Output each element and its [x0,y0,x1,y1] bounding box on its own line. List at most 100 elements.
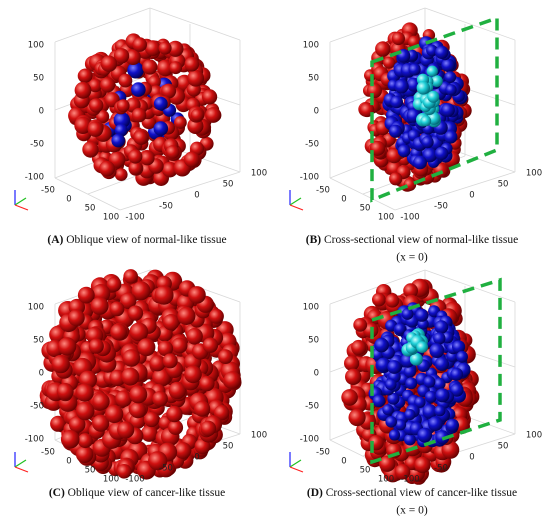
cell [385,416,397,428]
cell [428,416,443,432]
x-tick-label: 100 [378,213,394,223]
cell [394,464,411,480]
cell [132,37,147,52]
y-tick-label: 50 [498,180,509,190]
cell [75,383,94,402]
z-tick-label: 0 [314,107,319,117]
x-tick-label: 0 [341,195,346,205]
cell [223,371,242,389]
z-tick-label: 50 [33,74,44,84]
cell [401,308,414,320]
cell [162,314,180,331]
caption-text: Cross-sectional view of normal-like tiss… [324,234,518,246]
cell [213,405,230,421]
cell [142,59,158,75]
y-tick-label: -100 [125,475,144,485]
cell [129,385,148,404]
cell [394,79,409,94]
x-tick-label: 100 [103,213,119,223]
cell [434,320,449,334]
cell [452,340,466,354]
cell [388,429,401,441]
cell [404,433,416,446]
cell [154,285,174,305]
cell [148,451,168,471]
cell [116,99,130,113]
cell [143,411,160,428]
cell [422,147,438,163]
cell [147,75,161,89]
cell [218,349,233,364]
z-tick-label: -50 [305,402,319,412]
cell [82,141,99,158]
cell [133,130,148,145]
cell [162,353,178,369]
grid-line [424,269,516,303]
cell [122,349,141,367]
x-tick-label: -50 [41,448,55,458]
cell [374,337,389,353]
cell [92,414,110,432]
cell [372,394,386,408]
y-tick-label: -50 [434,202,448,212]
cell [174,442,192,459]
y-tick-label: 100 [251,431,267,441]
cell [415,308,429,322]
z-tick-label: -50 [30,402,44,412]
cell [366,83,382,99]
cell [114,168,128,182]
z-tick-label: 0 [314,369,319,379]
cell [96,110,110,124]
cell [168,420,184,435]
cell [431,75,443,87]
cell [75,401,95,421]
cell [434,146,449,160]
y-tick-label: 0 [194,453,199,463]
cell [57,337,77,356]
cell [194,400,211,417]
cell [385,293,400,308]
cell [441,103,455,117]
cell [50,415,67,432]
x-tick-label: 50 [85,466,96,476]
cell [157,340,174,357]
cell [344,355,360,371]
cell [109,301,125,317]
cell [389,172,403,186]
cell [109,369,126,387]
grid-line [424,7,516,41]
triad-y [289,459,302,468]
cell [351,339,367,356]
caption-text: Oblique view of cancer-like tissue [68,487,226,499]
z-tick-label: 100 [28,303,44,313]
cell [202,89,218,105]
cell [205,107,222,123]
cell [78,68,93,83]
caption-label: (D) [307,487,323,499]
x-tick-label: 0 [341,457,346,467]
cell [353,318,368,332]
section-plane [370,15,499,203]
cell [117,421,135,439]
cell [137,338,156,357]
x-tick-label: 100 [378,475,394,485]
cell [131,82,146,97]
cell [199,375,215,392]
z-tick-label: 50 [308,336,319,346]
cell [120,292,137,309]
cell [388,124,403,138]
cell [202,337,219,353]
triad-y [289,197,302,206]
cell [158,41,172,55]
triad-y [14,197,27,206]
cell [51,354,70,374]
z-tick-label: -100 [25,435,44,445]
caption: (C) Oblique view of cancer-like tissue [49,487,225,499]
cell [385,378,397,391]
cell [450,367,464,381]
cell [111,133,125,148]
cell [128,149,143,164]
cell [184,56,200,72]
x-tick-label: 50 [360,204,371,214]
caption: (A) Oblique view of normal-like tissue [47,234,226,246]
